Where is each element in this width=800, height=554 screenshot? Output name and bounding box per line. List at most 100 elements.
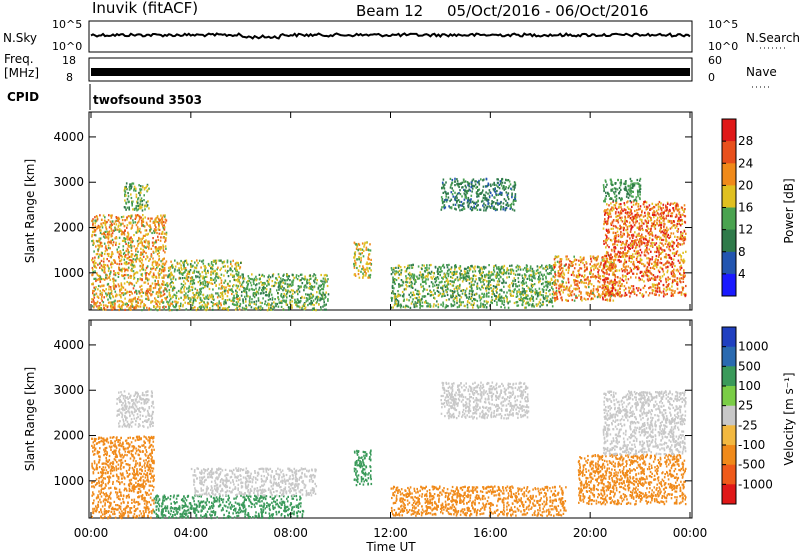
power-frame [88,111,693,311]
colorbar-tick-label: -25 [738,418,758,432]
nave-right-tick-top: 60 [708,54,722,67]
scatter-region [353,241,373,279]
nsky-panel: N.Sky 10^5 10^0 10^5 10^0 N.Search [3,18,800,53]
colorbar-tick-label: 12 [738,223,753,237]
colorbar-tick-label: 4 [738,267,746,281]
scatter-region [390,263,555,309]
time-x-axis: 00:00 04:00 08:00 12:00 16:00 20:00 00:00 [74,112,708,540]
colorbar-swatch [722,163,736,186]
colorbar-tick-label: 20 [738,178,753,192]
colorbar-swatch [722,119,736,142]
nsky-trace [90,32,691,40]
y-tick-label: 3000 [53,383,84,397]
scatter-region [166,259,242,312]
scatter-region [390,485,567,517]
power-plot-area [91,177,687,312]
colorbar-swatch [722,229,736,253]
colorbar-tick-label: 28 [738,134,753,148]
velocity-colorbar: 1000 500 100 25 -25 -100 -500 -1000 [721,326,773,505]
x-tick-label: 20:00 [573,526,608,540]
colorbar-tick-label: 8 [738,245,746,259]
scatter-region [123,182,150,212]
colorbar-swatch [722,327,736,348]
freq-label: Freq. [4,52,34,66]
scatter-region [602,177,642,203]
y-tick-label: 1000 [53,474,84,488]
colorbar-tick-label: 100 [738,379,761,393]
colorbar-swatch [722,251,736,275]
scatter-region [440,177,517,212]
x-tick-label: 00:00 [74,526,109,540]
cpid-value: twofsound 3503 [93,93,202,107]
colorbar-swatch [722,273,736,297]
scatter-region [116,390,155,429]
scatter-region [440,381,530,420]
colorbar-tick-label: 1000 [738,340,769,354]
colorbar-swatch [722,464,736,485]
colorbar-tick-label: 16 [738,201,753,215]
nsearch-right-tick-top: 10^5 [708,18,738,31]
y-tick-label: 2000 [53,429,84,443]
colorbar-tick-label: -500 [738,458,765,472]
colorbar-swatch [722,484,736,505]
nsky-left-tick-top: 10^5 [52,18,82,31]
nave-label: Nave [746,65,777,79]
scatter-region [91,435,155,520]
colorbar-tick-label: -100 [738,438,765,452]
scatter-region [240,273,330,312]
nsearch-label: N.Search [746,31,800,45]
colorbar-swatch [722,141,736,164]
colorbar-swatch [722,425,736,446]
colorbar-swatch [722,185,736,208]
colorbar-swatch [722,405,736,426]
nsky-left-tick-bottom: 10^0 [52,40,82,53]
cpid-label: CPID [7,90,39,104]
velocity-plot-area [91,381,687,520]
x-tick-label: 16:00 [473,526,508,540]
nsearch-right-tick-bottom: 10^0 [708,40,738,53]
y-tick-label: 4000 [53,338,84,352]
scatter-region [602,390,687,456]
scatter-region [190,467,318,497]
station-title: Inuvik (fitACF) [92,0,198,17]
scatter-region [552,254,617,303]
colorbar-tick-label: -1000 [738,477,773,491]
freq-left-tick-bottom: 8 [66,71,73,84]
scatter-region [577,453,687,506]
y-tick-label: 2000 [53,221,84,235]
colorbar-swatch [722,386,736,407]
power-y-label: Slant Range [km] [23,159,37,263]
nsky-label: N.Sky [3,31,37,45]
scatter-region [91,214,168,312]
colorbar-tick-label: 24 [738,156,753,170]
nave-right-tick-bottom: 0 [708,71,715,84]
power-colorbar-label: Power [dB] [782,178,796,243]
date-range: 05/Oct/2016 - 06/Oct/2016 [447,2,649,20]
x-tick-label: 08:00 [273,526,308,540]
colorbar-swatch [722,366,736,387]
freq-unit-label: [MHz] [4,66,39,80]
power-colorbar: 28 24 20 16 12 8 4 [721,118,753,297]
colorbar-swatch [722,445,736,466]
velocity-y-axis: 1000 2000 3000 4000 [53,338,692,488]
colorbar-tick-label: 500 [738,359,761,373]
velocity-panel: 1000 2000 3000 4000 Slant Range [km] 1000 50… [23,319,796,520]
beam-title: Beam 12 [356,2,423,20]
freq-band [91,68,690,76]
scatter-region [353,449,373,487]
colorbar-tick-label: 25 [738,399,753,413]
scatter-region [153,494,305,520]
scatter-region [602,200,687,298]
power-y-axis: 1000 2000 3000 4000 [53,130,692,280]
y-tick-label: 3000 [53,175,84,189]
y-tick-label: 1000 [53,266,84,280]
colorbar-swatch [722,207,736,231]
power-panel: 1000 2000 3000 4000 Slant Range [km] 28 24 20… [23,111,796,312]
y-tick-label: 4000 [53,130,84,144]
velocity-colorbar-label: Velocity [m s⁻¹] [782,372,796,465]
freq-left-tick-top: 18 [62,54,76,67]
freq-panel: Freq. [MHz] 18 8 60 0 Nave [4,52,777,88]
x-tick-label: 12:00 [373,526,408,540]
x-tick-label: 00:00 [673,526,708,540]
x-tick-label: 04:00 [174,526,209,540]
